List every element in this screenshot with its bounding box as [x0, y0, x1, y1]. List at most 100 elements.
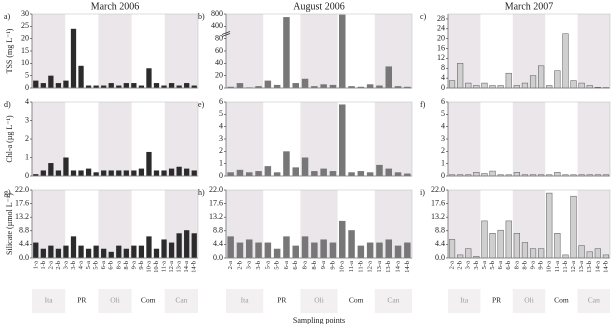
bar: [481, 220, 488, 259]
x-tick-label: 3-a: [62, 261, 69, 269]
bar: [108, 83, 114, 88]
x-tick-label: 3-b: [473, 261, 480, 270]
y-tick-label: 4.4: [435, 239, 445, 248]
x-tick-label: 12-a: [367, 261, 374, 273]
bar: [348, 86, 355, 88]
x-tick-label: 13-b: [586, 261, 593, 273]
y-tick-label: 3: [219, 134, 223, 143]
x-tick-label: 8-b: [521, 261, 528, 270]
bar: [184, 230, 190, 258]
bar: [131, 83, 137, 88]
bar: [78, 170, 84, 176]
bar: [123, 170, 129, 176]
x-tick-label: 11-a: [161, 261, 168, 272]
y-tick-label: 0.0: [19, 253, 29, 262]
bar: [273, 248, 281, 258]
bar: [554, 172, 561, 177]
x-tick-label: 3-b: [70, 261, 77, 270]
bar: [101, 248, 107, 258]
bar: [138, 245, 145, 258]
bar: [131, 245, 137, 258]
x-tick-label: 9-a: [320, 261, 327, 269]
bar: [123, 248, 129, 258]
bar: [184, 168, 190, 176]
panel-label: e): [198, 100, 205, 109]
bar: [320, 239, 327, 258]
bar: [562, 33, 569, 89]
bar: [448, 80, 456, 89]
bar: [227, 172, 234, 176]
x-tick-label: 12-a: [168, 261, 175, 273]
x-tick-label: 11-b: [357, 261, 364, 273]
bar: [85, 248, 92, 258]
bar: [55, 83, 62, 88]
bar: [404, 86, 411, 88]
axis-break: [221, 31, 231, 37]
bar: [264, 166, 272, 176]
bar: [465, 248, 472, 259]
bar: [78, 245, 84, 258]
x-tick-label: 10-a: [546, 261, 553, 273]
bar: [227, 236, 234, 258]
y-tick-label: 10: [21, 58, 29, 67]
bar: [93, 85, 99, 88]
x-tick-label: 9-b: [329, 261, 336, 270]
bar: [301, 157, 309, 176]
bar: [489, 233, 496, 259]
bar: [546, 192, 553, 259]
bar: [538, 65, 545, 89]
frame: [447, 189, 611, 259]
bar: [176, 166, 182, 176]
y-tick-label: 2: [441, 146, 445, 155]
x-tick-label: 9-a: [130, 261, 137, 269]
bar: [176, 85, 182, 88]
group-band: [164, 14, 198, 88]
bar: [161, 85, 167, 88]
chart-title: March 2006: [91, 1, 140, 12]
bar: [176, 233, 182, 258]
y-tick-label: 4.4: [19, 239, 29, 248]
y-tick-label: 4: [25, 97, 29, 106]
bar: [168, 242, 175, 258]
bar: [481, 82, 488, 89]
chart-title: August 2006: [293, 1, 344, 12]
bar: [385, 168, 393, 176]
y-tick-label: 30: [21, 9, 29, 18]
bar: [570, 195, 577, 259]
bar: [338, 220, 346, 258]
y-tick-label: 22.0: [15, 185, 29, 194]
bar: [273, 84, 281, 88]
group-label: PR: [492, 296, 501, 305]
group-band: [512, 102, 546, 176]
bar: [376, 85, 383, 88]
x-tick-label: 13-b: [385, 261, 392, 273]
bar: [348, 172, 355, 176]
bar: [311, 86, 318, 88]
x-tick-label: 13-a: [376, 261, 383, 273]
bar: [78, 65, 84, 88]
bar: [191, 85, 197, 88]
bar: [586, 251, 593, 259]
y-tick-label: 0.0: [213, 253, 223, 262]
x-tick-label: 2-a: [47, 261, 54, 269]
group-band: [98, 190, 132, 258]
x-tick-label: 9-b: [538, 261, 545, 270]
group-band: [98, 14, 132, 88]
y-tick-label: 20: [21, 33, 29, 42]
bar: [338, 104, 346, 176]
chart-title: March 2007: [505, 1, 554, 12]
group-band: [448, 102, 481, 176]
x-tick-label: 14-b: [191, 261, 198, 273]
bar: [70, 28, 77, 88]
y-axis-label: Chl-a (µg L⁻¹): [5, 115, 14, 163]
group-band: [32, 289, 66, 313]
x-tick-label: 13-a: [578, 261, 585, 273]
bar: [153, 170, 160, 176]
bar: [33, 242, 39, 258]
bar: [48, 245, 54, 258]
bar: [489, 170, 496, 177]
y-tick-label: 13.2: [209, 212, 223, 221]
y-tick-label: 24: [437, 24, 445, 33]
y-tick-label: 0: [219, 171, 223, 180]
y-tick-label: 17.6: [209, 198, 223, 207]
